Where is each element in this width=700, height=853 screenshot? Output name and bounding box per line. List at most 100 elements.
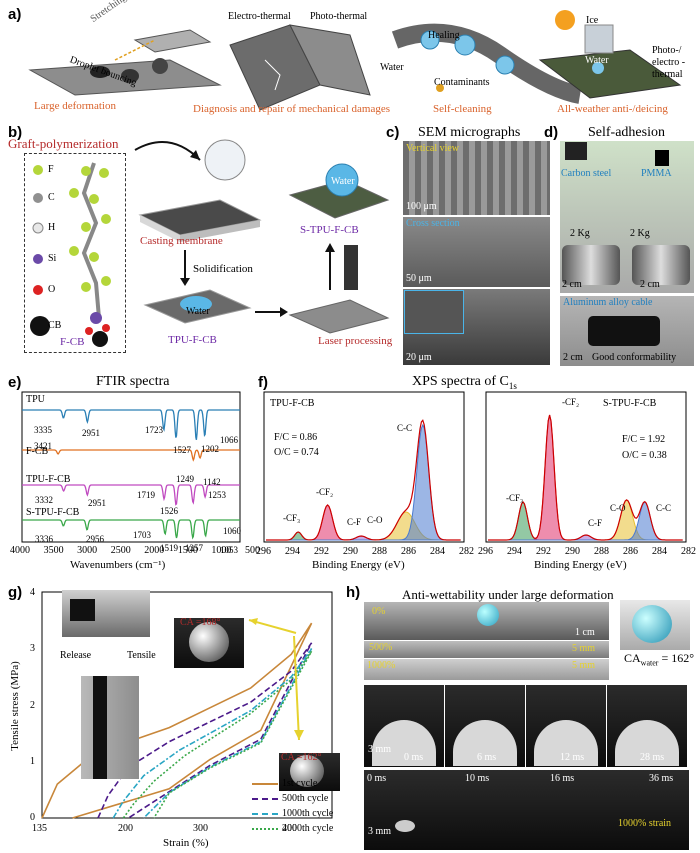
panel-h-label: h) <box>346 584 361 601</box>
ftir-sample-tpufcb: TPU-F-CB <box>26 474 71 485</box>
xtick-135: 135 <box>32 823 47 834</box>
kg-left: 2 Kg <box>570 228 590 239</box>
scale-2cm-bottom: 2 cm <box>563 352 583 363</box>
ca-top-label: CA =168° <box>180 617 220 628</box>
legend-cb: CB <box>48 320 62 331</box>
fcb-molecule-box <box>24 153 126 353</box>
sem-title: SEM micrographs <box>418 125 521 140</box>
ftir-sample-tpu: TPU <box>26 394 45 405</box>
caption-all-weather: All-weather anti-/deicing <box>557 103 668 115</box>
h-time-top-0: 0 ms <box>404 752 424 763</box>
ca-arrows <box>248 618 304 741</box>
peak-1249: 1249 <box>176 474 194 484</box>
ytick-4: 4 <box>30 587 35 598</box>
peak-1526: 1526 <box>160 506 178 516</box>
sem-vertical-label: Vertical view <box>406 143 460 154</box>
h-bot-droplet <box>395 820 415 832</box>
ftir-frame <box>21 391 241 543</box>
legend-1000th-text: 1000th cycle <box>282 808 334 819</box>
sem-scale-100um: 100 μm <box>406 201 437 212</box>
xps-tick: 296 <box>478 546 493 557</box>
panel-a-label: a) <box>8 6 22 23</box>
ftir-tick: 4000 <box>10 545 30 556</box>
membrane-on-cable <box>588 316 660 346</box>
fcb-molecule <box>30 162 111 347</box>
xps-left-oc: O/C = 0.74 <box>274 447 319 458</box>
tensile-xlabel: Strain (%) <box>163 837 209 849</box>
ytick-2: 2 <box>30 700 35 711</box>
xps-right-cf3: -CF₃ <box>506 493 524 503</box>
peak-1527: 1527 <box>173 445 191 455</box>
tpu-fcb-label: TPU-F-CB <box>168 334 217 346</box>
xps-tick: 294 <box>507 546 522 557</box>
ftir-xticks: 4000 3500 3000 2500 2000 1500 1000 500 <box>10 545 260 556</box>
h-scale-top: 3 mm <box>368 744 392 755</box>
h-top-arc-0 <box>372 720 436 766</box>
h-top-arc-1 <box>453 720 517 766</box>
h-ca-val: = 162° <box>658 651 695 665</box>
panel-f-label: f) <box>258 374 268 391</box>
peak-1519: 1519 <box>160 543 178 553</box>
ftir-series-S-TPU-F-CB <box>22 519 240 540</box>
stpu-fcb-label: S-TPU-F-CB <box>300 224 359 236</box>
xps-right-oc: O/C = 0.38 <box>622 450 667 461</box>
sem-cross-label: Cross section <box>406 218 460 229</box>
h-photo-500pct <box>364 641 609 658</box>
h-droplet-0pct <box>477 604 499 626</box>
pmma-plate <box>655 150 669 166</box>
panel-g-label: g) <box>8 584 23 601</box>
caption-large-deformation: Large deformation <box>34 100 116 112</box>
xps-tick: 288 <box>372 546 387 557</box>
solidification-label: Solidification <box>193 263 253 275</box>
h-time-bot-1: 10 ms <box>465 773 490 784</box>
legend-1st-text: 1st cycle <box>282 778 318 789</box>
h-bottom-strip <box>364 770 689 850</box>
legend-2000th: 2000th cycle <box>252 821 333 836</box>
stretched-sample <box>93 676 107 779</box>
ca-bottom-text: CA =162° <box>281 752 322 763</box>
xps-left-cf2: -CF₂ <box>316 487 334 497</box>
ca-bottom-label: CA =162° <box>281 752 321 763</box>
sem-scale-50um: 50 μm <box>406 273 432 284</box>
laser-processing-label: Laser processing <box>318 335 393 347</box>
xps-left-ticks: 296 294 292 290 288 286 284 282 <box>256 546 474 557</box>
healing-label: Healing <box>428 30 460 41</box>
sem-scale-20um: 20 μm <box>406 352 432 363</box>
ca-top-droplet <box>189 622 229 662</box>
xps-tick: 296 <box>256 546 271 557</box>
legend-2000th-text: 2000th cycle <box>282 823 334 834</box>
xps-left-cf3: -CF₃ <box>283 513 301 523</box>
ftir-series-TPU-F-CB <box>22 484 240 506</box>
peak-1257: 1257 <box>185 543 203 553</box>
h-strain-label: 1000% strain <box>618 818 672 829</box>
ftir-tick: 2500 <box>110 545 131 556</box>
tensile-frame <box>41 591 333 819</box>
peak-1053: 1053 <box>220 545 238 555</box>
h-mm2: 5 mm <box>572 660 596 671</box>
ftir-title: FTIR spectra <box>96 374 170 389</box>
good-conformability-label: Good conformability <box>592 352 677 363</box>
pmma-label: PMMA <box>641 168 672 179</box>
h-ca-sub: water <box>640 658 659 668</box>
h-time-top-3: 28 ms <box>640 752 665 763</box>
h-ca-label: CAwater = 162° <box>624 651 694 667</box>
graft-polymerization-label: Graft-polymerization <box>8 136 119 151</box>
xps-tick: 292 <box>536 546 551 557</box>
xps-right-cc: C-C <box>656 503 672 513</box>
peak-1703: 1703 <box>133 530 151 540</box>
ftir-series-TPU <box>22 409 240 440</box>
electro-thermal-label: Electro-thermal <box>228 11 291 22</box>
legend-si: Si <box>48 253 57 264</box>
peak-1723: 1723 <box>145 425 163 435</box>
xtick-300: 300 <box>193 823 208 834</box>
caption-self-cleaning: Self-cleaning <box>433 103 492 115</box>
ytick-3: 3 <box>30 643 35 654</box>
peak-3421: 3421 <box>34 441 52 451</box>
xps-tick: 292 <box>314 546 329 557</box>
water-label-a2: Water <box>585 55 609 66</box>
xps-right-cf2: -CF₂ <box>562 397 580 407</box>
weight-right <box>632 245 690 285</box>
h-time-bot-2: 16 ms <box>550 773 575 784</box>
xps-tick: 288 <box>594 546 609 557</box>
carbon-steel-label: Carbon steel <box>561 168 612 179</box>
